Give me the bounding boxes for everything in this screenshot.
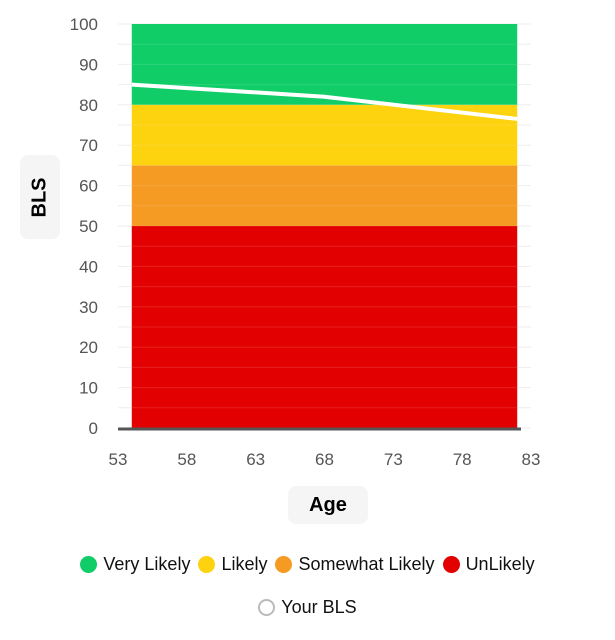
legend-label: Somewhat Likely <box>298 554 435 574</box>
x-tick-label: 63 <box>246 450 265 469</box>
y-tick-label: 60 <box>79 177 98 196</box>
y-axis-label: BLS <box>20 155 60 239</box>
legend-item-likely[interactable]: Likely <box>198 554 267 575</box>
legend: Very Likely Likely Somewhat Likely UnLik… <box>0 554 615 575</box>
legend-label: Very Likely <box>103 554 191 574</box>
x-tick-label: 53 <box>109 450 128 469</box>
legend-item-very-likely[interactable]: Very Likely <box>80 554 190 575</box>
x-axis-label: Age <box>288 486 368 524</box>
x-tick-label: 83 <box>522 450 541 469</box>
legend-item-unlikely[interactable]: UnLikely <box>442 554 535 575</box>
band-unlikely <box>131 226 518 428</box>
legend-label: UnLikely <box>465 554 535 574</box>
legend-swatch <box>275 556 293 573</box>
y-tick-label: 90 <box>79 55 98 74</box>
legend-swatch <box>80 556 98 573</box>
legend-item-your-bls[interactable]: Your BLS <box>258 597 357 618</box>
x-tick-label: 73 <box>384 450 403 469</box>
legend-swatch <box>198 556 216 573</box>
band-somewhat-likely <box>131 165 518 226</box>
legend-line: Your BLS <box>0 597 615 618</box>
y-tick-label: 40 <box>79 257 98 276</box>
band-likely <box>131 104 518 166</box>
y-tick-label: 10 <box>79 379 98 398</box>
y-tick-label: 100 <box>70 15 98 34</box>
y-tick-label: 50 <box>79 217 98 236</box>
x-tick-label: 68 <box>315 450 334 469</box>
legend-swatch <box>442 556 460 573</box>
y-tick-label: 0 <box>89 419 98 438</box>
x-tick-label: 58 <box>177 450 196 469</box>
legend-label: Your BLS <box>281 597 357 617</box>
y-axis-label-text: BLS <box>28 177 51 217</box>
bls-line <box>131 82 518 121</box>
legend-label: Likely <box>221 554 268 574</box>
y-tick-label: 70 <box>79 136 98 155</box>
legend-item-somewhat-likely[interactable]: Somewhat Likely <box>275 554 435 575</box>
band-very-likely <box>131 24 518 105</box>
y-tick-label: 20 <box>79 338 98 357</box>
y-tick-label: 30 <box>79 298 98 317</box>
y-tick-label: 80 <box>79 96 98 115</box>
legend-swatch <box>258 599 276 616</box>
x-tick-label: 78 <box>453 450 472 469</box>
